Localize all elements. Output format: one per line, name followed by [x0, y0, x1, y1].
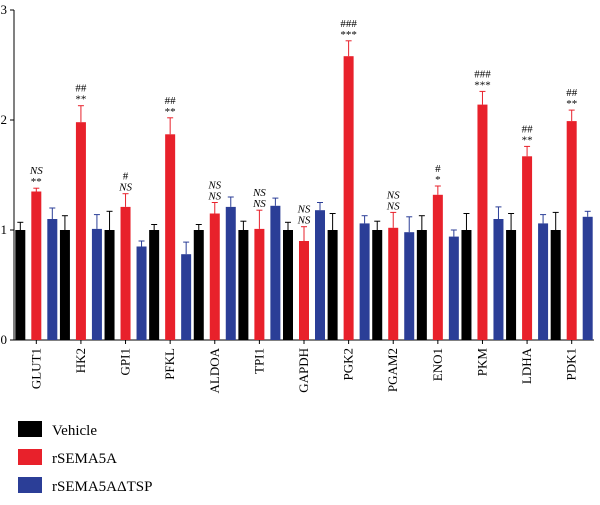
bar: [432, 194, 443, 340]
significance-label: ##: [522, 123, 534, 135]
x-tick-label: GPI1: [118, 348, 133, 375]
bar: [477, 104, 488, 340]
bar: [254, 228, 265, 340]
bar: [75, 122, 86, 340]
bar: [15, 230, 26, 340]
bar: [104, 230, 115, 340]
significance-label: ##: [75, 83, 87, 95]
bar: [493, 219, 504, 340]
bar: [47, 219, 58, 340]
bar: [238, 230, 249, 340]
legend: Vehicle rSEMA5A rSEMA5AΔTSP: [18, 421, 153, 495]
y-tick-label: 1: [1, 222, 8, 237]
bar: [359, 223, 370, 340]
y-tick-label: 2: [1, 112, 8, 127]
significance-label: **: [31, 176, 42, 188]
x-tick-label: TPI1: [251, 348, 266, 374]
bar: [372, 230, 383, 340]
legend-swatch: [18, 477, 42, 493]
significance-label: ###: [340, 18, 357, 30]
bar: [209, 213, 220, 340]
significance-label: **: [75, 94, 86, 106]
bar: [136, 246, 147, 340]
significance-label: NS: [297, 204, 311, 216]
significance-label: NS: [207, 191, 221, 203]
x-tick-label: ENO1: [430, 348, 445, 381]
significance-label: ##: [566, 87, 578, 99]
significance-label: NS: [252, 187, 266, 199]
bar: [181, 254, 192, 340]
significance-label: NS: [118, 182, 132, 194]
significance-label: **: [522, 134, 533, 146]
significance-label: **: [566, 98, 577, 110]
bar: [91, 228, 102, 340]
bar: [283, 230, 293, 340]
bar: [31, 191, 42, 340]
bar: [193, 230, 204, 340]
x-tick-label: ALDOA: [207, 347, 222, 393]
legend-swatch: [18, 421, 42, 437]
significance-label: #: [435, 163, 441, 175]
x-tick-label: HK2: [73, 348, 88, 373]
legend-label: rSEMA5AΔTSP: [52, 479, 153, 495]
bar: [461, 230, 472, 340]
bar: [315, 210, 325, 340]
significance-label: #: [123, 171, 129, 183]
bar: [149, 230, 160, 340]
legend-swatch: [18, 449, 42, 465]
significance-label: NS: [252, 198, 266, 210]
bar: [165, 134, 176, 340]
legend-label: Vehicle: [52, 423, 97, 439]
bar: [327, 230, 338, 340]
bar: [59, 230, 70, 340]
x-tick-label: GAPDH: [296, 348, 311, 393]
bar: [343, 56, 354, 340]
x-tick-label: PDK1: [564, 348, 579, 381]
bar: [538, 223, 549, 340]
significance-label: NS: [386, 189, 400, 201]
bar: [522, 156, 533, 340]
bar: [120, 206, 131, 340]
significance-label: *: [435, 174, 441, 186]
legend-label: rSEMA5A: [52, 451, 117, 467]
plot-area: 0123GLUT1NS**HK2##**GPI1#NSPFKL##**ALDOA…: [1, 2, 594, 394]
x-tick-label: LDHA: [519, 347, 534, 384]
y-tick-label: 0: [1, 332, 8, 347]
bar: [299, 241, 309, 340]
x-tick-label: PKM: [474, 348, 489, 377]
y-tick-label: 3: [1, 2, 8, 17]
bar: [388, 227, 399, 340]
bar: [225, 206, 236, 340]
bar: [404, 232, 415, 340]
significance-label: NS: [207, 180, 221, 192]
bar: [550, 230, 561, 340]
x-tick-label: GLUT1: [28, 348, 43, 389]
x-tick-label: PGK2: [341, 348, 356, 381]
significance-label: NS: [386, 200, 400, 212]
x-tick-label: PGAM2: [385, 348, 400, 392]
significance-label: ##: [165, 95, 177, 107]
bar: [448, 236, 459, 340]
bar: [506, 230, 517, 340]
bar: [416, 230, 427, 340]
significance-label: NS: [297, 215, 311, 227]
bar: [566, 121, 577, 340]
x-tick-label: PFKL: [162, 348, 177, 380]
significance-label: **: [165, 106, 176, 118]
significance-label: ###: [474, 68, 491, 80]
bar: [582, 216, 593, 340]
significance-label: NS: [29, 165, 43, 177]
significance-label: ***: [474, 79, 491, 91]
bar: [270, 205, 281, 340]
significance-label: ***: [340, 29, 357, 41]
